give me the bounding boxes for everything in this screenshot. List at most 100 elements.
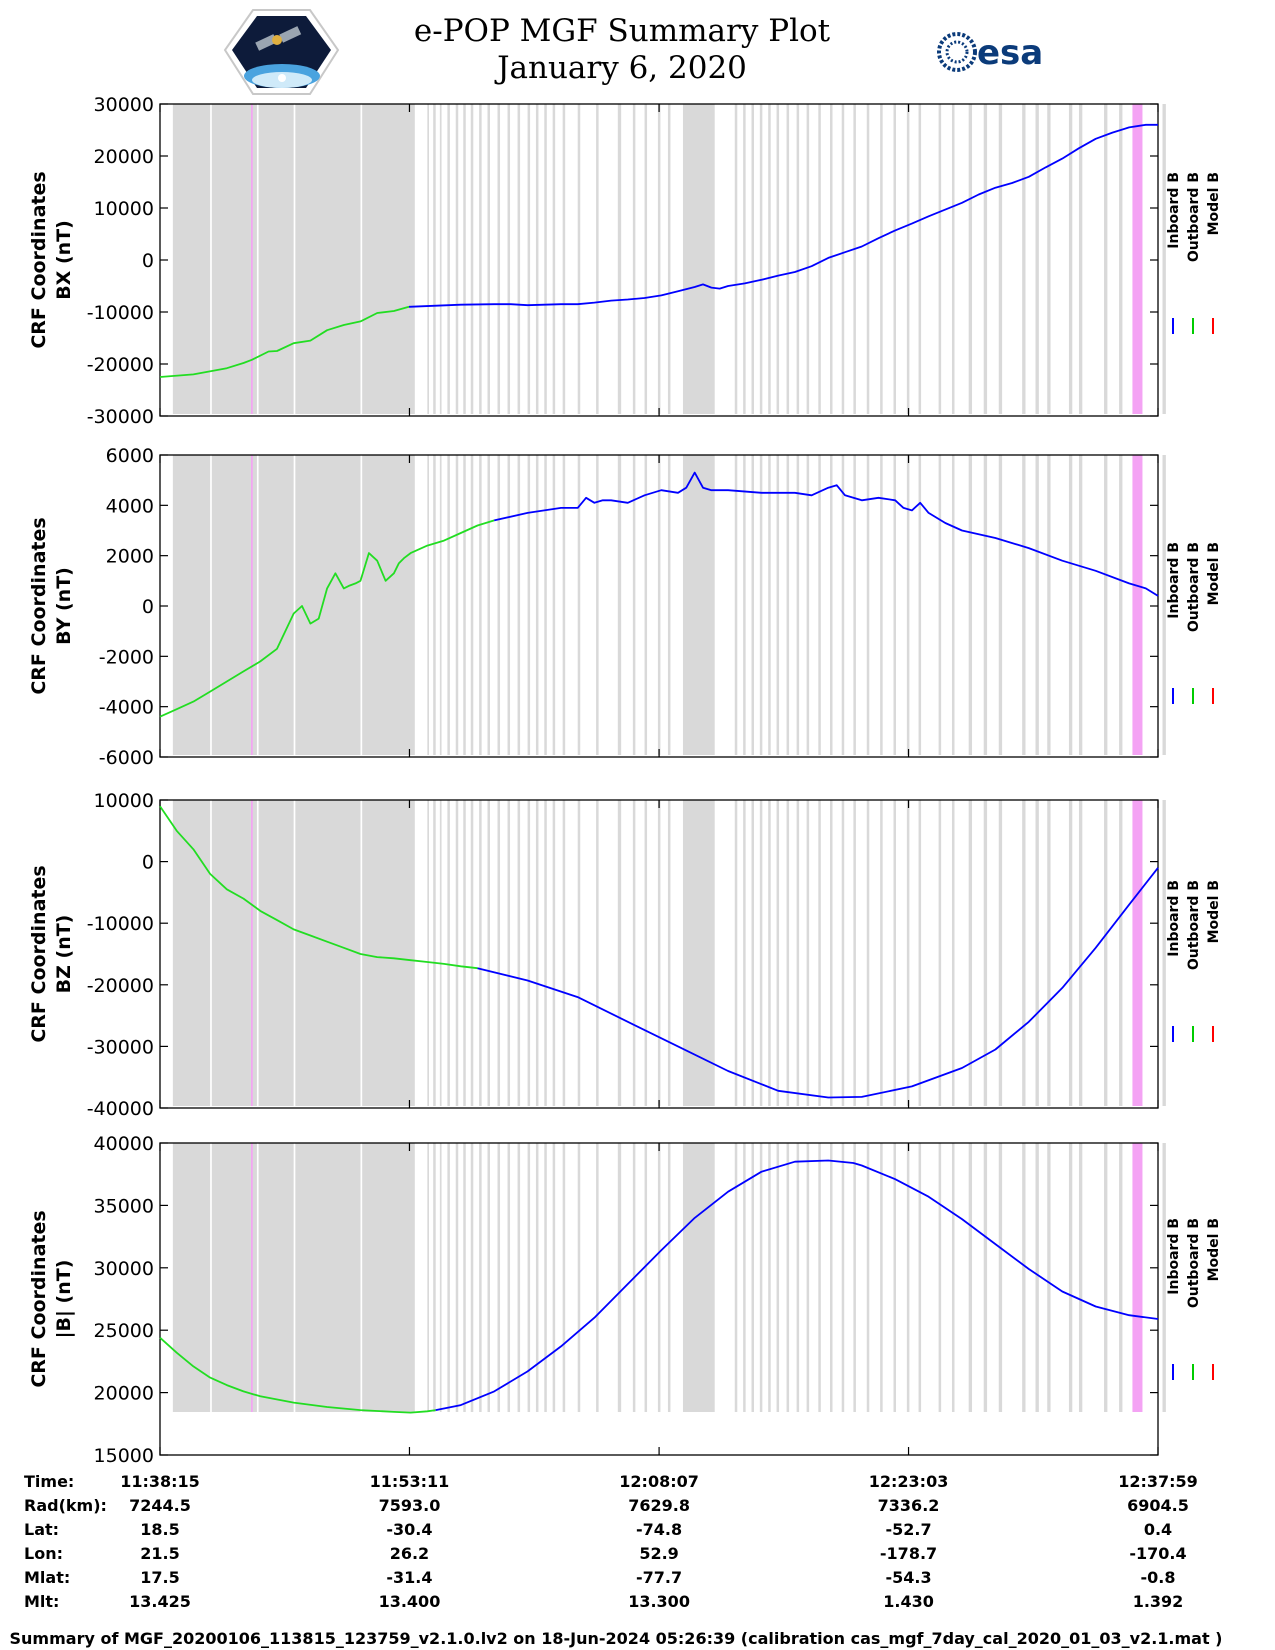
gap-band [544, 104, 547, 414]
gap-band [968, 104, 973, 414]
panel-3: -40000 -30000 -20000 -10000 0 10000 CRF Coordi… [28, 790, 1222, 1120]
gap-band [880, 1143, 883, 1412]
legend-label: Inboard B [1166, 1218, 1182, 1295]
gap-band [596, 1143, 599, 1412]
gap-band [433, 800, 436, 1106]
gap-band [796, 800, 800, 1106]
gap-band [841, 455, 845, 755]
gap-band [734, 1143, 738, 1412]
series-outboard-b [159, 305, 410, 378]
y-tick-label: 0 [142, 250, 154, 272]
table-cell: 52.9 [639, 1544, 678, 1563]
legend-label: Model B [1206, 1218, 1222, 1281]
table-cell: 12:08:07 [619, 1472, 699, 1491]
gap-band [535, 104, 539, 414]
gap-band [1078, 455, 1083, 755]
y-tick-label: 4000 [106, 495, 154, 517]
legend: Inboard B Outboard B Model B [1166, 880, 1222, 1042]
y-axis-label: CRF Coordinates [28, 865, 50, 1042]
table-row-label: Mlt: [24, 1592, 59, 1611]
gap-break [256, 455, 259, 755]
table-cell: 1.430 [883, 1592, 934, 1611]
gap-band [644, 455, 648, 755]
table-cell: -77.7 [636, 1568, 682, 1587]
gap-break [293, 104, 296, 414]
gap-band [841, 104, 845, 414]
event-band [1132, 455, 1143, 755]
gap-band [866, 800, 870, 1106]
table-row-label: Rad(km): [24, 1496, 107, 1515]
table-cell: 26.2 [390, 1544, 429, 1563]
gap-band [552, 104, 556, 414]
event-band [1132, 1143, 1143, 1412]
y-tick-label: 20000 [94, 146, 154, 168]
gap-band [938, 455, 942, 755]
event-band [251, 800, 253, 1106]
gap-band [796, 104, 800, 414]
gap-band [552, 455, 556, 755]
gap-band [682, 800, 715, 1106]
gap-band [983, 1143, 988, 1412]
gap-band [1035, 104, 1039, 414]
gap-band [644, 1143, 648, 1412]
gap-break [210, 800, 212, 1106]
table-cell: -52.7 [885, 1520, 931, 1539]
legend-label: Inboard B [1166, 542, 1182, 619]
data-gap-shading [172, 800, 1166, 1106]
gap-band [1162, 104, 1166, 414]
y-tick-label: 0 [142, 852, 154, 874]
y-tick-label: 0 [142, 596, 154, 618]
gap-band [951, 455, 955, 755]
gap-band [776, 1143, 780, 1412]
gap-break [293, 1143, 296, 1412]
gap-band [768, 800, 771, 1106]
gap-band [439, 104, 442, 414]
gap-band [1162, 455, 1166, 755]
gap-band [1068, 455, 1073, 755]
gap-band [463, 104, 466, 414]
gap-band [667, 455, 671, 755]
legend: Inboard B Outboard B Model B [1166, 172, 1222, 334]
gap-band [1047, 104, 1051, 414]
gap-band [968, 455, 973, 755]
gap-band [759, 1143, 763, 1412]
cassiope-mission-logo [223, 9, 340, 95]
gap-break [360, 455, 363, 755]
y-tick-label: 30000 [94, 1258, 154, 1280]
gap-band [447, 800, 450, 1106]
gap-band [1035, 1143, 1039, 1412]
table-cell: 7336.2 [878, 1496, 940, 1515]
y-tick-label: 2000 [106, 546, 154, 568]
gap-break [256, 1143, 259, 1412]
gap-band [751, 1143, 754, 1412]
gap-band [617, 455, 622, 755]
gap-band [517, 455, 521, 755]
gap-band [470, 1143, 474, 1412]
table-cell: 13.425 [129, 1592, 191, 1611]
gap-band [433, 104, 436, 414]
table-cell: 12:23:03 [869, 1472, 949, 1491]
gap-band [751, 455, 754, 755]
gap-band [552, 1143, 556, 1412]
gap-band [743, 1143, 746, 1412]
table-row-label: Mlat: [24, 1568, 70, 1587]
gap-band [517, 1143, 521, 1412]
gap-band [632, 455, 636, 755]
y-tick-label: -4000 [99, 697, 154, 719]
gap-band [1078, 1143, 1083, 1412]
y-axis-label: CRF Coordinates [28, 171, 50, 348]
gap-band [562, 800, 566, 1106]
table-cell: -54.3 [885, 1568, 931, 1587]
gap-band [447, 1143, 450, 1412]
legend: Inboard B Outboard B Model B [1166, 542, 1222, 704]
gap-band [657, 800, 661, 1106]
gap-band [893, 800, 897, 1106]
gap-band [938, 104, 942, 414]
gap-band [776, 104, 780, 414]
y-tick-label: -30000 [87, 1036, 154, 1058]
gap-band [1068, 800, 1073, 1106]
gap-band [1047, 1143, 1051, 1412]
y-axis-unit-label: BY (nT) [53, 567, 75, 645]
gap-break [210, 104, 212, 414]
gap-band [463, 455, 466, 755]
